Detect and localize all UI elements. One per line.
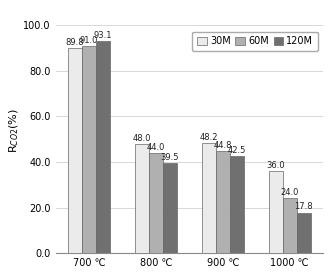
Text: 44.8: 44.8 (214, 141, 232, 150)
Text: 17.8: 17.8 (295, 202, 313, 211)
Bar (202, 143, 216, 253)
Bar (230, 156, 244, 253)
Text: 39.5: 39.5 (161, 153, 179, 162)
Bar (216, 151, 230, 253)
Text: 24.0: 24.0 (280, 188, 299, 197)
Bar (163, 163, 177, 253)
Legend: 30M, 60M, 120M: 30M, 60M, 120M (192, 32, 318, 51)
Text: 44.0: 44.0 (147, 143, 165, 152)
Bar (269, 171, 283, 253)
Text: 48.2: 48.2 (200, 133, 218, 142)
Bar (68, 48, 82, 253)
Text: 93.1: 93.1 (94, 31, 112, 40)
Bar (297, 213, 311, 253)
Y-axis label: R$_{CO2}$(%): R$_{CO2}$(%) (7, 108, 20, 153)
Text: 89.8: 89.8 (66, 38, 84, 47)
Text: 42.5: 42.5 (228, 146, 246, 155)
Bar (82, 46, 96, 253)
Bar (283, 199, 297, 253)
Bar (149, 153, 163, 253)
Text: 91.0: 91.0 (80, 35, 98, 45)
Bar (96, 41, 110, 253)
Text: 36.0: 36.0 (266, 161, 285, 170)
Text: 48.0: 48.0 (133, 134, 151, 143)
Bar (135, 144, 149, 253)
